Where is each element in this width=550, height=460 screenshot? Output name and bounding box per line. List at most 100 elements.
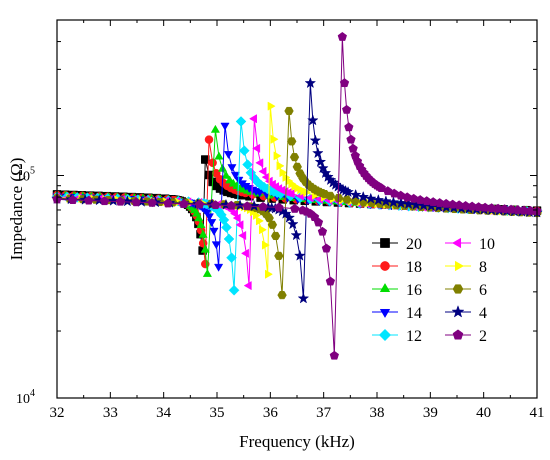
series-point: [242, 159, 253, 170]
series-point: [194, 199, 205, 209]
legend-label: 2: [479, 328, 487, 345]
series-point: [274, 251, 284, 260]
series-point: [284, 106, 294, 116]
legend-item-20: 20: [372, 236, 422, 253]
series-point: [396, 190, 406, 200]
series-point: [294, 249, 306, 261]
series-point: [346, 134, 356, 144]
series-point: [289, 153, 300, 162]
series-point: [342, 195, 352, 204]
legend-item-10: 10: [445, 236, 495, 253]
series-point: [286, 189, 295, 199]
y-tick-exponent: 5: [30, 166, 35, 177]
legend-item-8: 8: [445, 259, 487, 276]
series-point: [226, 252, 237, 264]
series-point: [389, 188, 399, 198]
series-point: [238, 230, 247, 241]
legend-label: 8: [479, 259, 487, 276]
legend-item-14: 14: [372, 305, 422, 322]
series-point: [238, 145, 250, 157]
legend-item-16: 16: [372, 282, 422, 299]
series-point: [255, 189, 265, 198]
series-point: [223, 233, 235, 245]
legend-label: 12: [406, 328, 422, 345]
series-point: [395, 197, 407, 209]
series-point: [201, 259, 210, 269]
series-point: [214, 263, 224, 272]
series-point: [209, 227, 219, 236]
series-point: [307, 114, 319, 126]
series-point: [210, 124, 220, 133]
x-tick-label: 35: [210, 405, 225, 421]
x-tick-label: 36: [263, 405, 279, 421]
legend-item-6: 6: [445, 282, 487, 299]
legend-marker: [379, 308, 391, 319]
series-point: [210, 200, 221, 210]
series-point: [99, 196, 110, 206]
series-point: [422, 196, 432, 206]
series-point: [207, 219, 217, 228]
series-point: [232, 213, 241, 223]
series-point: [230, 171, 240, 180]
series-point: [270, 231, 281, 241]
series-point: [259, 225, 267, 235]
series-point: [428, 197, 438, 207]
legend-item-4: 4: [445, 305, 487, 322]
series-point: [68, 195, 78, 204]
series-point: [270, 134, 279, 144]
legend-label: 16: [406, 282, 422, 299]
series-point: [415, 195, 425, 204]
series-point: [131, 197, 141, 207]
series-point: [163, 198, 173, 208]
series-point: [228, 284, 240, 296]
series-point: [179, 199, 189, 208]
series-point: [287, 137, 297, 146]
series-point: [283, 211, 296, 223]
series-point: [273, 151, 282, 161]
series-point: [221, 222, 232, 233]
series-point: [255, 158, 264, 168]
series-point: [317, 162, 329, 174]
series-point: [387, 196, 400, 208]
series-point: [274, 202, 284, 212]
x-tick-label: 41: [530, 405, 545, 421]
series-point: [202, 209, 212, 218]
series-point: [204, 213, 214, 222]
x-tick-label: 38: [370, 405, 385, 421]
series-point: [329, 350, 340, 360]
series-point: [290, 203, 300, 213]
y-tick-exponent: 4: [30, 388, 35, 399]
series-point: [409, 193, 419, 203]
series-point: [240, 248, 249, 258]
x-axis: 32 33 34 35 36 37 38 39 40 41: [50, 20, 545, 421]
series-point: [200, 244, 210, 253]
series-point: [312, 147, 324, 159]
series-point: [223, 151, 234, 160]
series-point: [267, 101, 276, 111]
y-axis-label: Impedance (Ω): [7, 158, 26, 261]
series-point: [372, 193, 385, 206]
x-axis-label: Frequency (kHz): [239, 432, 355, 451]
legend-label: 6: [479, 282, 487, 299]
series-point: [286, 218, 299, 230]
series-point: [341, 104, 352, 114]
series-point: [339, 78, 350, 88]
series-point: [196, 219, 206, 228]
series-point: [262, 240, 270, 250]
legend-marker: [379, 282, 391, 293]
series-point: [380, 195, 392, 207]
series-point: [304, 77, 317, 89]
y-tick-label: 104: [16, 388, 35, 407]
series-point: [309, 134, 322, 146]
series-point: [211, 241, 221, 250]
legend-item-18: 18: [372, 259, 422, 276]
x-tick-label: 39: [423, 405, 438, 421]
series-point: [194, 213, 204, 222]
series-point: [115, 196, 126, 206]
x-tick-label: 33: [103, 405, 118, 421]
series-point: [226, 200, 236, 210]
legend-marker: [451, 237, 462, 249]
series-point: [243, 281, 252, 291]
x-tick-label: 34: [156, 405, 172, 421]
